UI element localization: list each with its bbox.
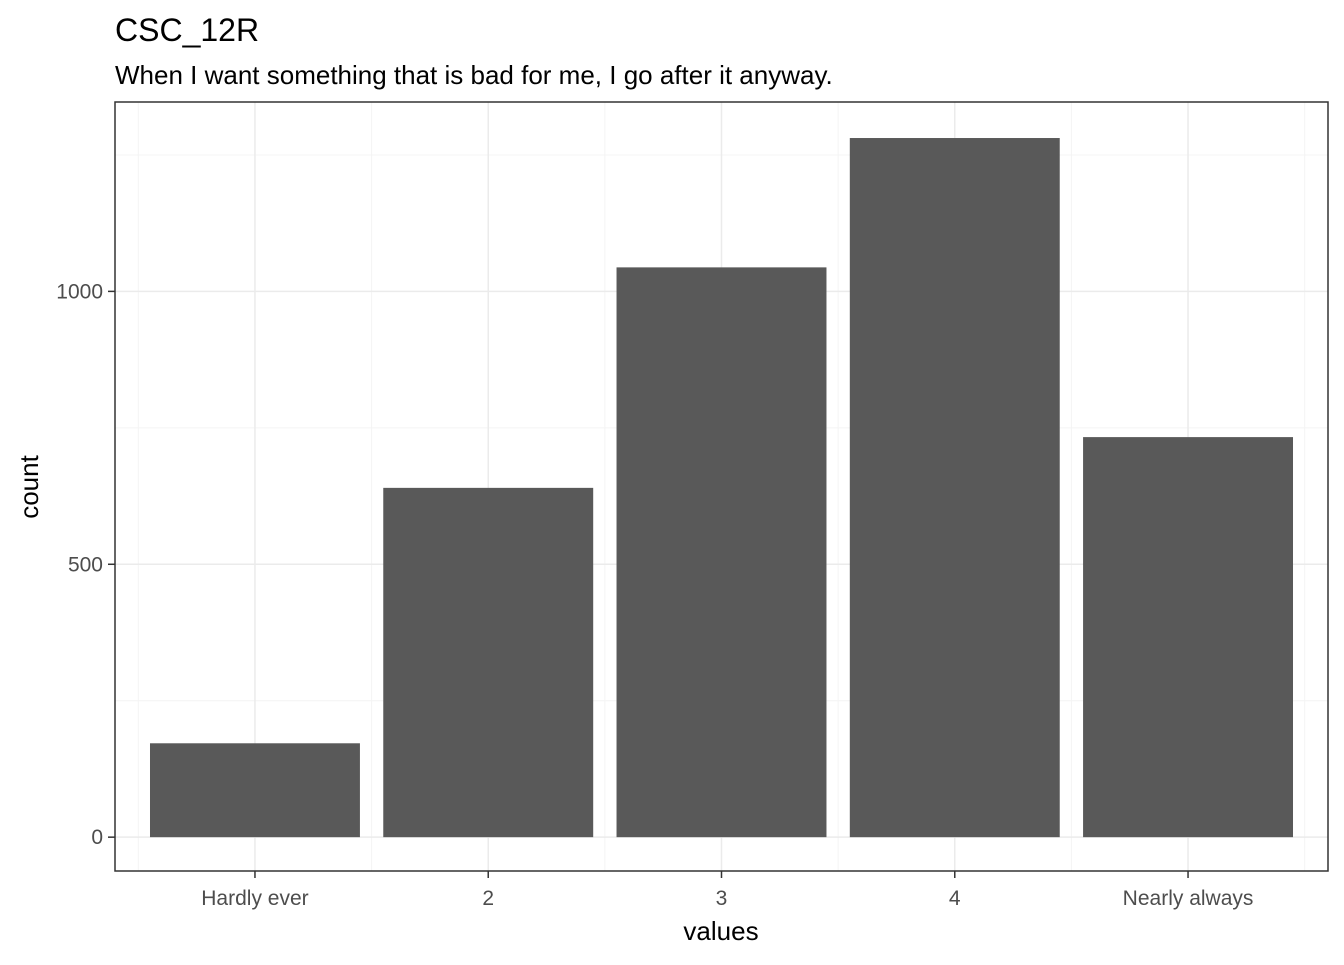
- y-tick-label: 500: [68, 553, 103, 576]
- x-tick-label: Hardly ever: [201, 887, 308, 910]
- bar: [149, 743, 360, 838]
- y-tick-label: 0: [91, 826, 103, 849]
- x-tick-label: 2: [482, 887, 494, 910]
- chart-title: CSC_12R: [115, 12, 259, 48]
- axes: 0 500 1000 Hardly ever 2 3 4 Nearly always: [56, 280, 1253, 910]
- x-axis-title: values: [683, 916, 758, 946]
- y-axis-title: count: [14, 454, 44, 518]
- x-tick-label: 3: [716, 887, 728, 910]
- bar: [616, 267, 827, 838]
- bars: [149, 138, 1294, 838]
- x-tick-label: Nearly always: [1123, 887, 1254, 910]
- bar: [1083, 437, 1294, 838]
- x-tick-label: 4: [949, 887, 961, 910]
- y-tick-label: 1000: [56, 280, 103, 303]
- chart-subtitle: When I want something that is bad for me…: [115, 60, 833, 90]
- bar: [849, 138, 1060, 838]
- bar: [383, 487, 594, 838]
